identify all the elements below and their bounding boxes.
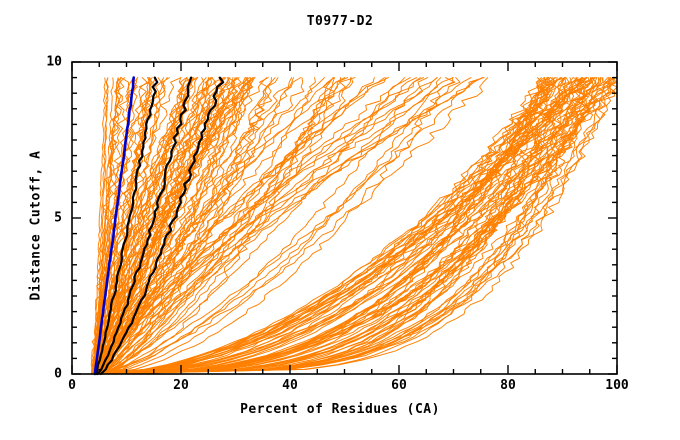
x-tick-label-0: 0 <box>68 378 76 393</box>
prediction-curve <box>95 77 349 375</box>
prediction-curve <box>98 77 615 375</box>
prediction-curve <box>99 77 456 375</box>
prediction-curve <box>91 77 224 375</box>
prediction-curve <box>90 77 150 375</box>
highlighted-model-curve <box>94 76 159 376</box>
best-model-curve <box>93 76 136 376</box>
prediction-curve <box>102 77 454 375</box>
prediction-curve <box>102 77 583 375</box>
prediction-curve <box>99 77 325 375</box>
x-tick-label-60: 60 <box>391 378 407 393</box>
prediction-curve <box>101 77 561 375</box>
prediction-curve <box>95 77 316 375</box>
chart-title: T0977-D2 <box>306 14 374 29</box>
prediction-curve <box>97 77 574 375</box>
prediction-curve <box>93 77 272 375</box>
prediction-curve <box>101 77 583 375</box>
prediction-curve <box>104 77 579 375</box>
prediction-curve <box>102 77 256 375</box>
prediction-curve <box>104 77 604 375</box>
prediction-curve <box>96 77 421 375</box>
x-tick-label-40: 40 <box>282 378 298 393</box>
prediction-curve <box>95 77 616 375</box>
y-tick-label-10: 10 <box>46 54 62 70</box>
prediction-curve <box>105 77 618 375</box>
prediction-curve <box>97 77 612 375</box>
y-tick-label-0: 0 <box>54 366 62 382</box>
x-axis-label: Percent of Residues (CA) <box>240 402 440 417</box>
prediction-curve <box>95 77 485 375</box>
x-tick-label-80: 80 <box>500 378 516 393</box>
highlighted-model-curve <box>99 76 225 376</box>
prediction-curve <box>104 77 454 375</box>
prediction-curve <box>92 77 461 375</box>
prediction-curve <box>94 77 195 375</box>
prediction-curve <box>98 77 586 375</box>
prediction-curve <box>93 77 618 375</box>
prediction-curves-black <box>94 76 225 376</box>
prediction-curve <box>96 77 114 375</box>
prediction-curve <box>106 77 617 375</box>
prediction-curve-blue <box>93 76 136 376</box>
prediction-curve <box>97 77 389 375</box>
prediction-curve <box>91 77 130 375</box>
prediction-curve <box>105 77 570 375</box>
prediction-curve <box>97 77 418 375</box>
prediction-curve <box>96 77 583 375</box>
prediction-curves-orange <box>90 77 618 375</box>
prediction-curve <box>98 77 489 375</box>
prediction-curve <box>98 77 411 375</box>
axes-frame <box>71 61 618 375</box>
prediction-curve <box>94 77 293 375</box>
prediction-curve <box>93 77 106 375</box>
x-tick-label-20: 20 <box>173 378 189 393</box>
prediction-curve <box>94 77 254 375</box>
prediction-curve <box>94 77 276 375</box>
prediction-curve <box>95 77 568 375</box>
prediction-curve <box>103 77 484 375</box>
x-tick-label-100: 100 <box>605 378 629 393</box>
prediction-curve <box>96 77 213 375</box>
prediction-curve <box>95 77 563 375</box>
prediction-curve <box>94 77 555 375</box>
y-tick-label-5: 5 <box>54 210 62 226</box>
highlighted-model-curve <box>96 76 193 376</box>
prediction-curve <box>97 77 556 375</box>
prediction-curve <box>100 77 442 375</box>
